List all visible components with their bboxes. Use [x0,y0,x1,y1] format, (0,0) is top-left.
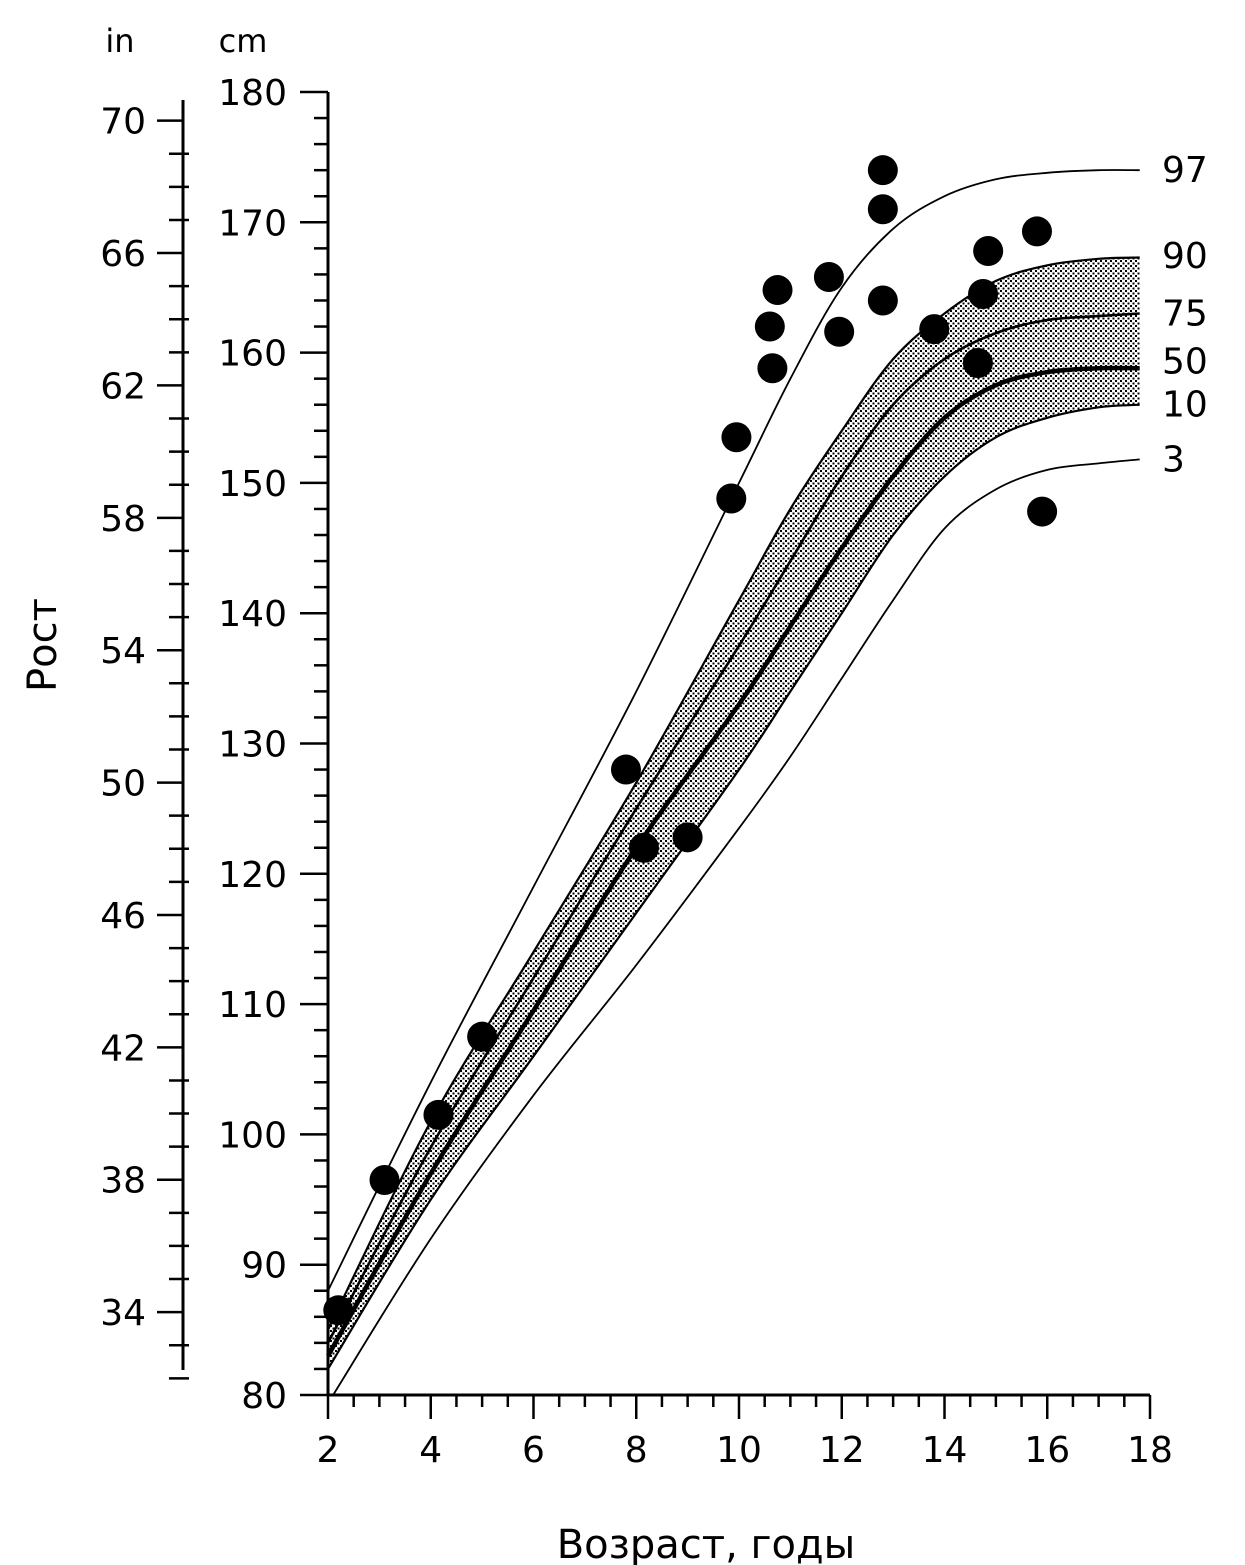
percentile-line-3 [332,458,1140,1396]
data-point [423,1099,454,1130]
cm-tick-label: 180 [218,73,287,114]
data-point [867,194,898,225]
inch-tick-label: 62 [100,366,146,407]
y-axis-title: Рост [20,598,66,692]
x-tick-label: 18 [1127,1430,1173,1471]
x-tick-label: 14 [922,1430,968,1471]
cm-tick-label: 110 [218,985,287,1026]
data-point [813,262,844,293]
inch-tick-label: 54 [100,631,146,672]
data-point [968,278,999,309]
percentile-label-50: 50 [1162,342,1208,383]
percentile-label-90: 90 [1162,236,1208,277]
percentile-label-97: 97 [1162,150,1208,191]
percentile-line-50 [326,365,1140,1358]
inch-tick-label: 34 [100,1293,146,1334]
data-point [867,155,898,186]
x-tick-label: 6 [522,1430,545,1471]
x-tick-label: 10 [716,1430,762,1471]
unit-label-inches: in [105,22,134,60]
inch-tick-label: 50 [100,764,146,805]
data-point [672,822,703,853]
inch-tick-label: 66 [100,234,146,275]
percentile-line-97 [327,169,1140,1292]
percentile-label-10: 10 [1162,385,1208,426]
axes [157,90,1152,1419]
data-point [824,316,855,347]
percentile-lines [326,169,1140,1396]
x-tick-label: 8 [625,1430,648,1471]
cm-tick-label: 100 [218,1115,287,1156]
x-tick-label: 16 [1024,1430,1070,1471]
inch-tick-label: 58 [100,499,146,540]
data-point [762,275,793,306]
x-tick-label: 2 [317,1430,340,1471]
data-point [754,311,785,342]
data-point [962,348,993,379]
inch-tick-label: 42 [100,1028,146,1069]
data-point [369,1165,400,1196]
data-point [1021,216,1052,247]
data-point [867,285,898,316]
data-point [973,235,1004,266]
data-point [610,754,641,785]
cm-tick-label: 90 [241,1246,287,1287]
data-points [323,155,1058,1326]
data-point [323,1295,354,1326]
cm-tick-label: 130 [218,725,287,766]
cm-tick-label: 140 [218,594,287,635]
x-axis-title: Возраст, годы [557,1522,856,1565]
data-point [1027,496,1058,527]
inch-tick-label: 70 [100,102,146,143]
unit-label-cm: cm [219,22,268,60]
data-point [757,353,788,384]
data-point [628,832,659,863]
data-point [716,483,747,514]
percentile-line-10 [327,403,1140,1370]
labels: in cm Рост Возраст, годы 80 90 100 110 120 13… [20,22,1208,1565]
cm-tick-label: 160 [218,334,287,375]
percentile-line-75 [326,312,1140,1344]
percentile-label-3: 3 [1162,439,1185,480]
cm-tick-label: 170 [218,203,287,244]
inch-tick-label: 46 [100,896,146,937]
data-point [721,422,752,453]
cm-tick-label: 80 [241,1376,287,1417]
data-point [919,314,950,345]
inch-tick-label: 38 [100,1161,146,1202]
cm-tick-label: 120 [218,855,287,896]
percentile-label-75: 75 [1162,294,1208,335]
cm-tick-label: 150 [218,464,287,505]
x-tick-label: 12 [819,1430,865,1471]
data-point [467,1021,498,1052]
x-tick-label: 4 [419,1430,442,1471]
